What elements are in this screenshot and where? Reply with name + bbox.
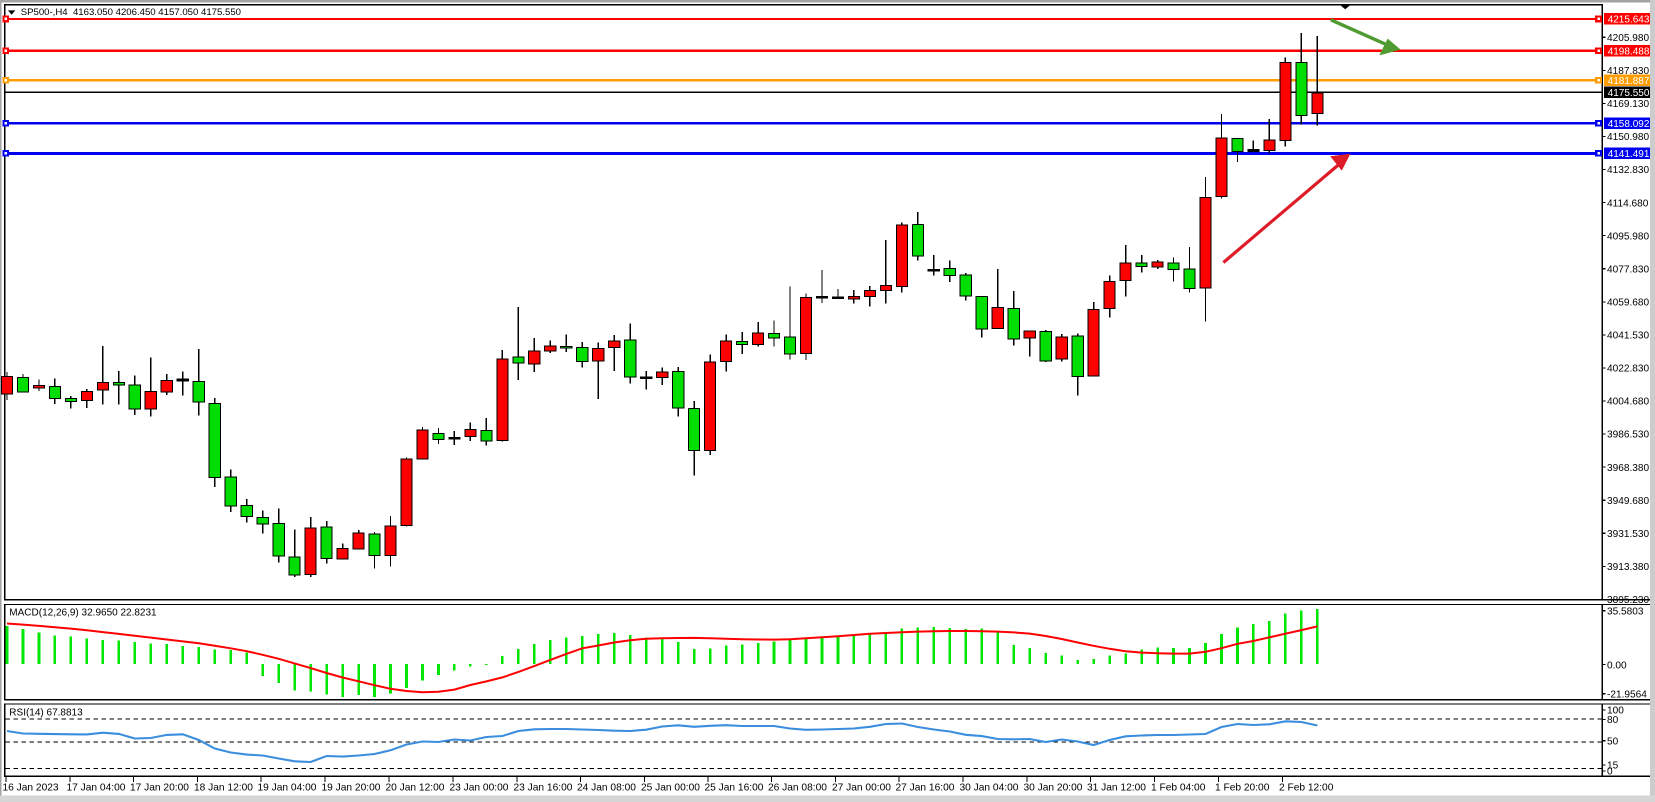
svg-text:4077.830: 4077.830 <box>1607 264 1649 275</box>
svg-text:16 Jan 2023: 16 Jan 2023 <box>3 782 59 793</box>
svg-text:30 Jan 20:00: 30 Jan 20:00 <box>1024 782 1083 793</box>
svg-text:4175.550: 4175.550 <box>1608 88 1650 99</box>
svg-text:0: 0 <box>1607 767 1613 778</box>
svg-text:3931.530: 3931.530 <box>1607 529 1649 540</box>
svg-text:20 Jan 12:00: 20 Jan 12:00 <box>386 782 445 793</box>
svg-text:30 Jan 04:00: 30 Jan 04:00 <box>960 782 1019 793</box>
svg-text:4158.092: 4158.092 <box>1608 119 1650 130</box>
svg-text:4198.488: 4198.488 <box>1608 46 1650 57</box>
svg-text:31 Jan 12:00: 31 Jan 12:00 <box>1087 782 1146 793</box>
svg-text:4215.643: 4215.643 <box>1608 15 1650 26</box>
svg-text:4132.830: 4132.830 <box>1607 165 1649 176</box>
svg-text:17 Jan 20:00: 17 Jan 20:00 <box>130 782 189 793</box>
svg-text:4187.830: 4187.830 <box>1607 66 1649 77</box>
svg-text:19 Jan 04:00: 19 Jan 04:00 <box>258 782 317 793</box>
svg-text:18 Jan 12:00: 18 Jan 12:00 <box>194 782 253 793</box>
svg-text:23 Jan 16:00: 23 Jan 16:00 <box>514 782 573 793</box>
svg-text:1 Feb 20:00: 1 Feb 20:00 <box>1215 782 1270 793</box>
svg-text:4169.130: 4169.130 <box>1607 99 1649 110</box>
svg-text:15: 15 <box>1607 761 1619 772</box>
svg-text:RSI(14) 67.8813: RSI(14) 67.8813 <box>9 708 83 719</box>
svg-text:4114.680: 4114.680 <box>1607 198 1649 209</box>
svg-text:4181.887: 4181.887 <box>1608 76 1650 87</box>
svg-text:4022.830: 4022.830 <box>1607 364 1649 375</box>
svg-text:3986.530: 3986.530 <box>1607 430 1649 441</box>
svg-text:4004.680: 4004.680 <box>1607 397 1649 408</box>
svg-text:27 Jan 16:00: 27 Jan 16:00 <box>896 782 955 793</box>
svg-text:0.00: 0.00 <box>1607 660 1627 671</box>
svg-text:100: 100 <box>1607 706 1624 717</box>
svg-text:4141.491: 4141.491 <box>1608 149 1650 160</box>
svg-text:23 Jan 00:00: 23 Jan 00:00 <box>450 782 509 793</box>
svg-text:4095.980: 4095.980 <box>1607 231 1649 242</box>
svg-text:25 Jan 16:00: 25 Jan 16:00 <box>705 782 764 793</box>
svg-text:25 Jan 00:00: 25 Jan 00:00 <box>641 782 700 793</box>
svg-text:19 Jan 20:00: 19 Jan 20:00 <box>322 782 381 793</box>
svg-text:4150.980: 4150.980 <box>1607 132 1649 143</box>
svg-text:4041.530: 4041.530 <box>1607 331 1649 342</box>
svg-text:-21.9564: -21.9564 <box>1607 689 1647 700</box>
svg-text:27 Jan 00:00: 27 Jan 00:00 <box>832 782 891 793</box>
svg-text:4205.980: 4205.980 <box>1607 33 1649 44</box>
svg-text:2 Feb 12:00: 2 Feb 12:00 <box>1279 782 1334 793</box>
svg-text:4059.680: 4059.680 <box>1607 298 1649 309</box>
svg-text:MACD(12,26,9) 32.9650 22.8231: MACD(12,26,9) 32.9650 22.8231 <box>9 608 157 619</box>
svg-text:24 Jan 08:00: 24 Jan 08:00 <box>577 782 636 793</box>
svg-text:3895.230: 3895.230 <box>1607 595 1649 606</box>
svg-text:3913.380: 3913.380 <box>1607 562 1649 573</box>
svg-text:50: 50 <box>1607 736 1619 747</box>
svg-text:80: 80 <box>1607 715 1619 726</box>
svg-text:1 Feb 04:00: 1 Feb 04:00 <box>1151 782 1206 793</box>
svg-text:35.5803: 35.5803 <box>1607 606 1644 617</box>
svg-text:3949.680: 3949.680 <box>1607 496 1649 507</box>
svg-text:26 Jan 08:00: 26 Jan 08:00 <box>768 782 827 793</box>
svg-text:17 Jan 04:00: 17 Jan 04:00 <box>67 782 126 793</box>
svg-text:SP500-,H4 4163.050 4206.450 4: SP500-,H4 4163.050 4206.450 4157.050 417… <box>21 7 241 18</box>
svg-text:3968.380: 3968.380 <box>1607 463 1649 474</box>
